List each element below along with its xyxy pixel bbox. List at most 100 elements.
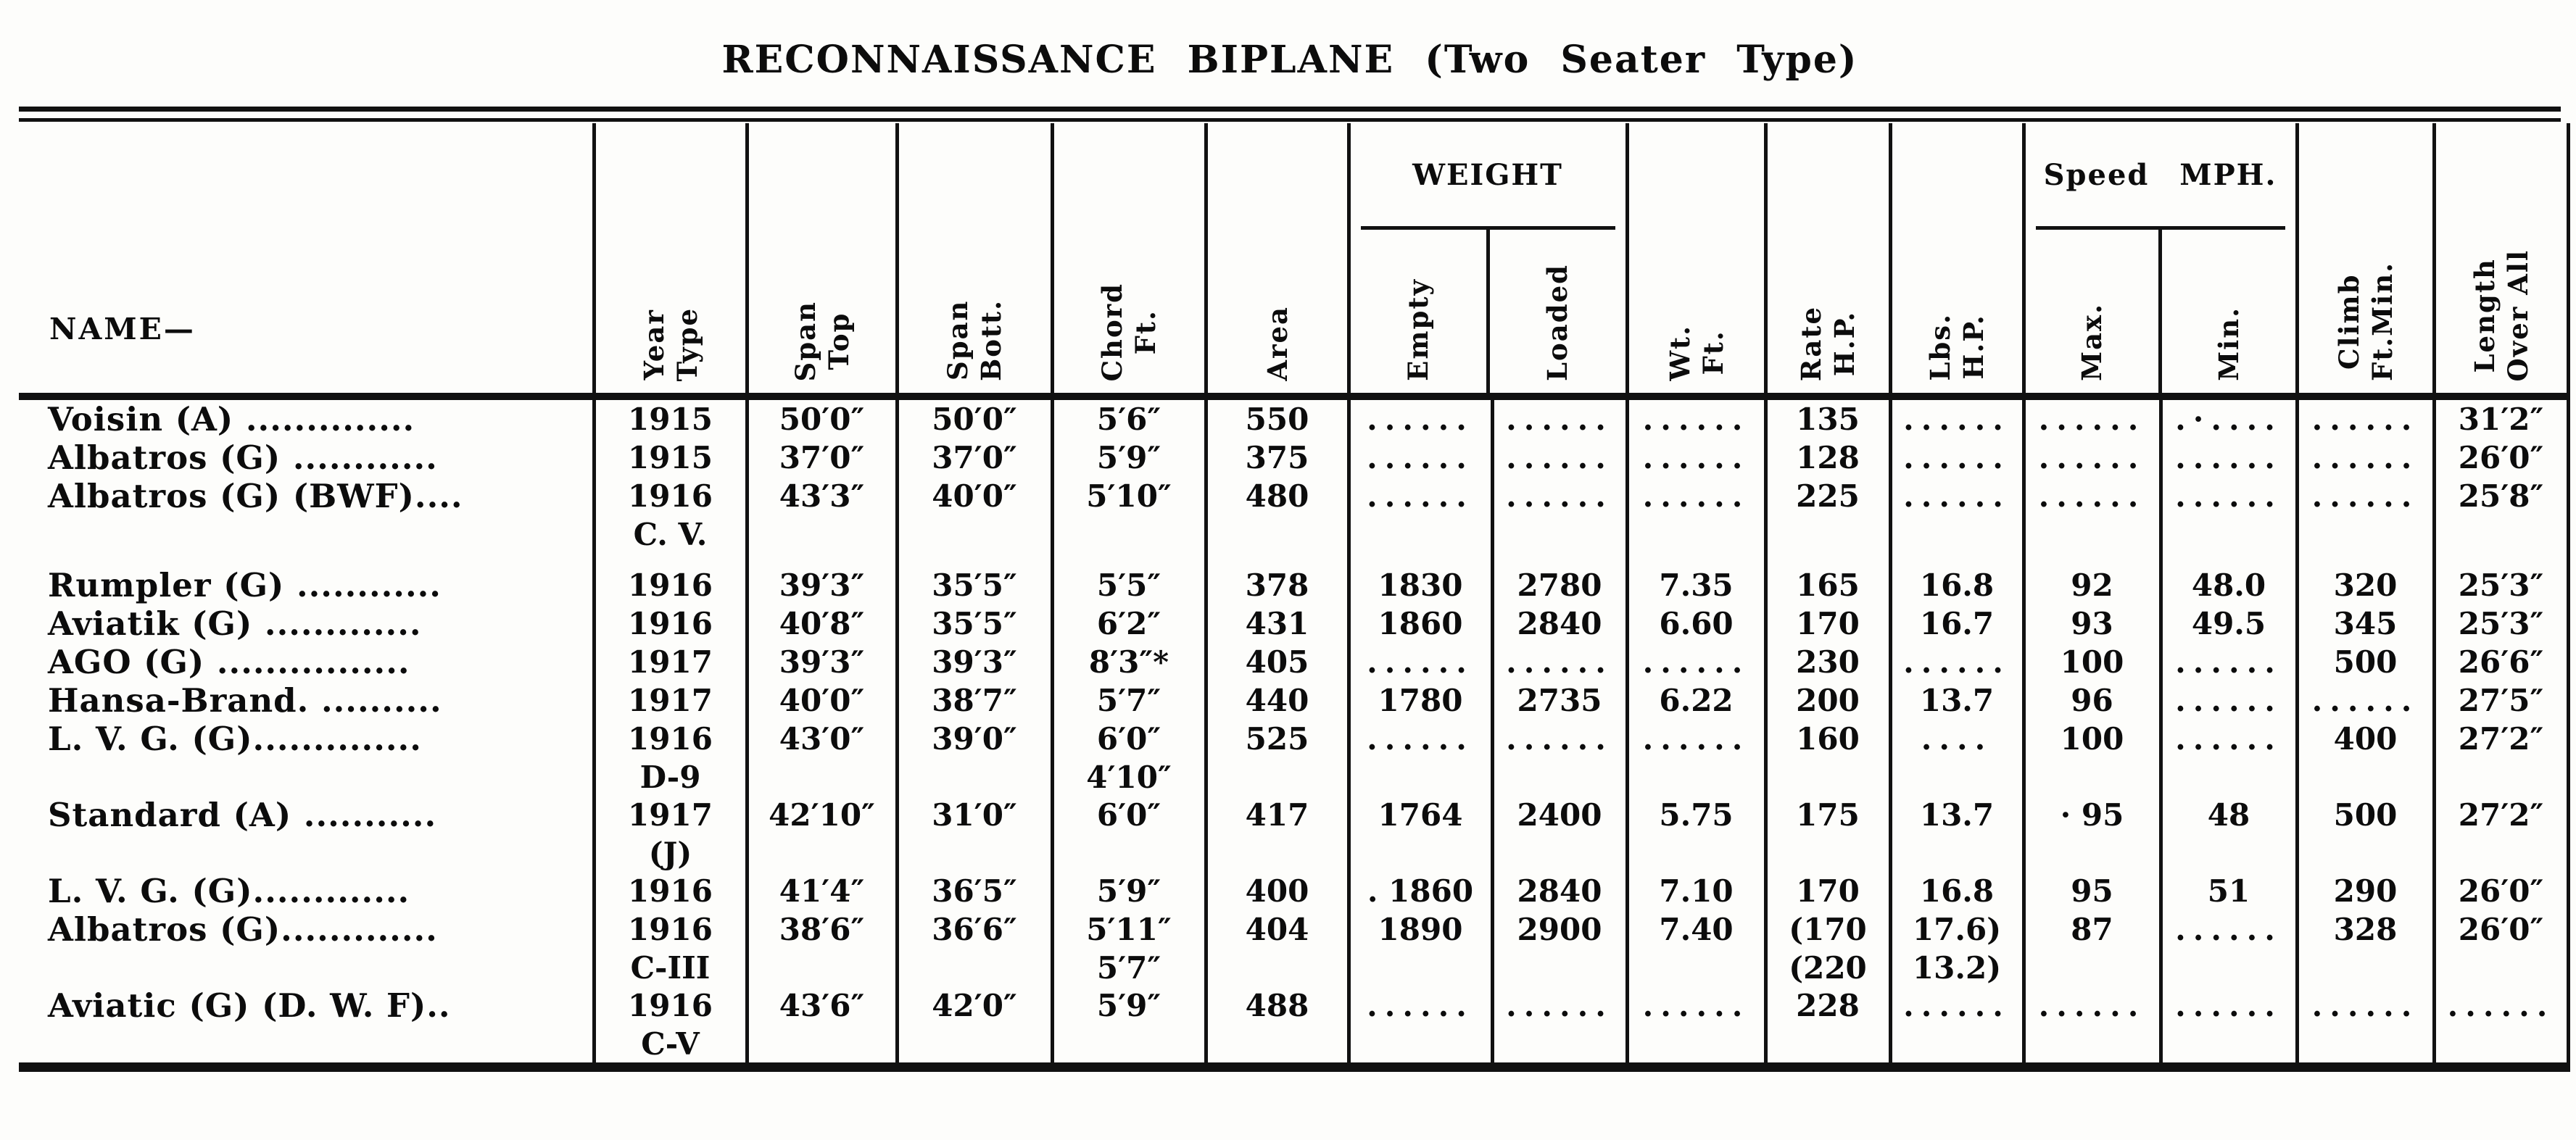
- cell-year_type: 1917: [592, 796, 747, 834]
- cell-span_bott: 42′0″: [895, 986, 1052, 1025]
- cell-year_type: 1917: [592, 643, 747, 681]
- cell-chord_ft: 5′9″: [1050, 872, 1206, 910]
- cell-speed_max: 95: [2021, 872, 2161, 910]
- cell-length: 25′3″: [2432, 604, 2570, 643]
- cell-lbs_hp: ......: [1888, 438, 2024, 477]
- cell-speed_min: 51: [2158, 872, 2298, 910]
- cell-lbs_hp: ....: [1888, 720, 2024, 758]
- cell-speed_min: .·....: [2158, 396, 2298, 438]
- cell-area: [1204, 949, 1349, 986]
- cell-span_bott: 35′5″: [895, 566, 1052, 604]
- table-header: NAME— Year Type Span Top Span Bott. Chord Ft…: [19, 123, 2570, 400]
- cell-span_bott: [895, 758, 1052, 796]
- cell-area: 550: [1204, 396, 1349, 438]
- cell-speed_min: [2158, 553, 2298, 566]
- cell-area: 400: [1204, 872, 1349, 910]
- cell-lbs_hp: 13.2): [1888, 949, 2024, 986]
- cell-name: [19, 834, 594, 872]
- cell-year_type: 1916: [592, 720, 747, 758]
- cell-rate_hp: 128: [1763, 438, 1890, 477]
- cell-weight_loaded: [1490, 758, 1627, 796]
- cell-wt_ft: 6.60: [1625, 604, 1765, 643]
- cell-length: [2432, 834, 2570, 872]
- cell-climb: 320: [2295, 566, 2435, 604]
- cell-name: Aviatic (G) (D. W. F)..: [48, 986, 451, 1025]
- cell-span_top: 43′0″: [745, 720, 897, 758]
- cell-length: 27′2″: [2432, 796, 2570, 834]
- cell-speed_min: ......: [2158, 438, 2298, 477]
- cell-rate_hp: (170: [1763, 910, 1890, 949]
- cell-length: [2432, 949, 2570, 986]
- cell-weight_empty: ......: [1346, 396, 1492, 438]
- cell-rate_hp: 170: [1763, 604, 1890, 643]
- col-header-weight_loaded: Loaded: [1486, 230, 1625, 393]
- cell-speed_max: 100: [2021, 643, 2161, 681]
- cell-speed_min: [2158, 758, 2298, 796]
- cell-length: 26′6″: [2432, 643, 2570, 681]
- cell-speed_max: [2021, 1025, 2161, 1072]
- cell-name: Rumpler (G) ............: [48, 566, 442, 604]
- cell-name: Albatros (G) ............: [48, 438, 438, 477]
- rot-wrap: Span Top: [749, 123, 895, 393]
- table-row: Aviatic (G) (D. W. F).. 1916 43′6″ 42′0″ 5′9…: [19, 986, 2570, 1025]
- col-header-label-span_top: Span Top: [789, 300, 855, 381]
- table-row: Voisin (A) .............. 1915 50′0″ 50′0″ 5…: [19, 396, 2570, 438]
- cell-span_bott: 39′3″: [895, 643, 1052, 681]
- cell-wt_ft: 7.10: [1625, 872, 1765, 910]
- cell-climb: ......: [2295, 681, 2435, 720]
- cell-length: 26′0″: [2432, 910, 2570, 949]
- rot-wrap: Rate H.P.: [1768, 123, 1889, 393]
- group-underline: [2035, 226, 2285, 230]
- cell-speed_max: ......: [2021, 986, 2161, 1025]
- cell-rate_hp: 225: [1763, 477, 1890, 515]
- cell-weight_empty: 1860: [1346, 604, 1492, 643]
- table-row: L. V. G. (G)............. 1916 41′4″ 36′5″ 5…: [19, 872, 2570, 910]
- cell-area: 404: [1204, 910, 1349, 949]
- cell-span_top: 50′0″: [745, 396, 897, 438]
- cell-climb: ......: [2295, 986, 2435, 1025]
- cell-name: [19, 1025, 594, 1072]
- cell-speed_min: ......: [2158, 477, 2298, 515]
- cell-weight_empty: ......: [1346, 720, 1492, 758]
- cell-chord_ft: 5′10″: [1050, 477, 1206, 515]
- cell-climb: [2295, 834, 2435, 872]
- col-group-weight: WEIGHT Empty Loaded: [1346, 123, 1627, 400]
- table-row: Standard (A) ........... 1917 42′10″ 31′0″ 6…: [19, 796, 2570, 834]
- cell-span_bott: 36′5″: [895, 872, 1052, 910]
- cell-speed_min: [2158, 1025, 2298, 1072]
- cell-speed_min: [2158, 834, 2298, 872]
- cell-climb: [2295, 553, 2435, 566]
- cell-lbs_hp: ......: [1888, 986, 2024, 1025]
- cell-rate_hp: 175: [1763, 796, 1890, 834]
- cell-weight_loaded: [1490, 834, 1627, 872]
- rot-wrap: Wt. Ft.: [1629, 123, 1764, 393]
- cell-weight_loaded: [1490, 1025, 1627, 1072]
- cell-wt_ft: [1625, 1025, 1765, 1072]
- cell-lbs_hp: 16.8: [1888, 872, 2024, 910]
- cell-rate_hp: [1763, 515, 1890, 553]
- cell-span_top: 43′6″: [745, 986, 897, 1025]
- cell-span_top: 42′10″: [745, 796, 897, 834]
- cell-speed_max: 93: [2021, 604, 2161, 643]
- cell-span_bott: 36′6″: [895, 910, 1052, 949]
- cell-wt_ft: ......: [1625, 477, 1765, 515]
- rot-wrap: Length Over All: [2436, 123, 2567, 393]
- cell-weight_loaded: 2780: [1490, 566, 1627, 604]
- spacer-row: [19, 553, 2570, 566]
- col-header-label-speed_max: Max.: [2076, 303, 2108, 381]
- cell-speed_max: 96: [2021, 681, 2161, 720]
- group-label-weight: WEIGHT: [1412, 157, 1563, 192]
- cell-weight_loaded: ......: [1490, 720, 1627, 758]
- cell-rate_hp: 135: [1763, 396, 1890, 438]
- cell-year_type: C-III: [592, 949, 747, 986]
- rot-wrap: Area: [1208, 123, 1347, 393]
- cell-year_type: 1916: [592, 986, 747, 1025]
- cell-speed_max: 100: [2021, 720, 2161, 758]
- cell-span_top: 38′6″: [745, 910, 897, 949]
- cell-area: 378: [1204, 566, 1349, 604]
- cell-lbs_hp: [1888, 1025, 2024, 1072]
- cell-speed_min: 48.0: [2158, 566, 2298, 604]
- cell-climb: ......: [2295, 438, 2435, 477]
- cell-chord_ft: [1050, 1025, 1206, 1072]
- cell-span_top: 40′8″: [745, 604, 897, 643]
